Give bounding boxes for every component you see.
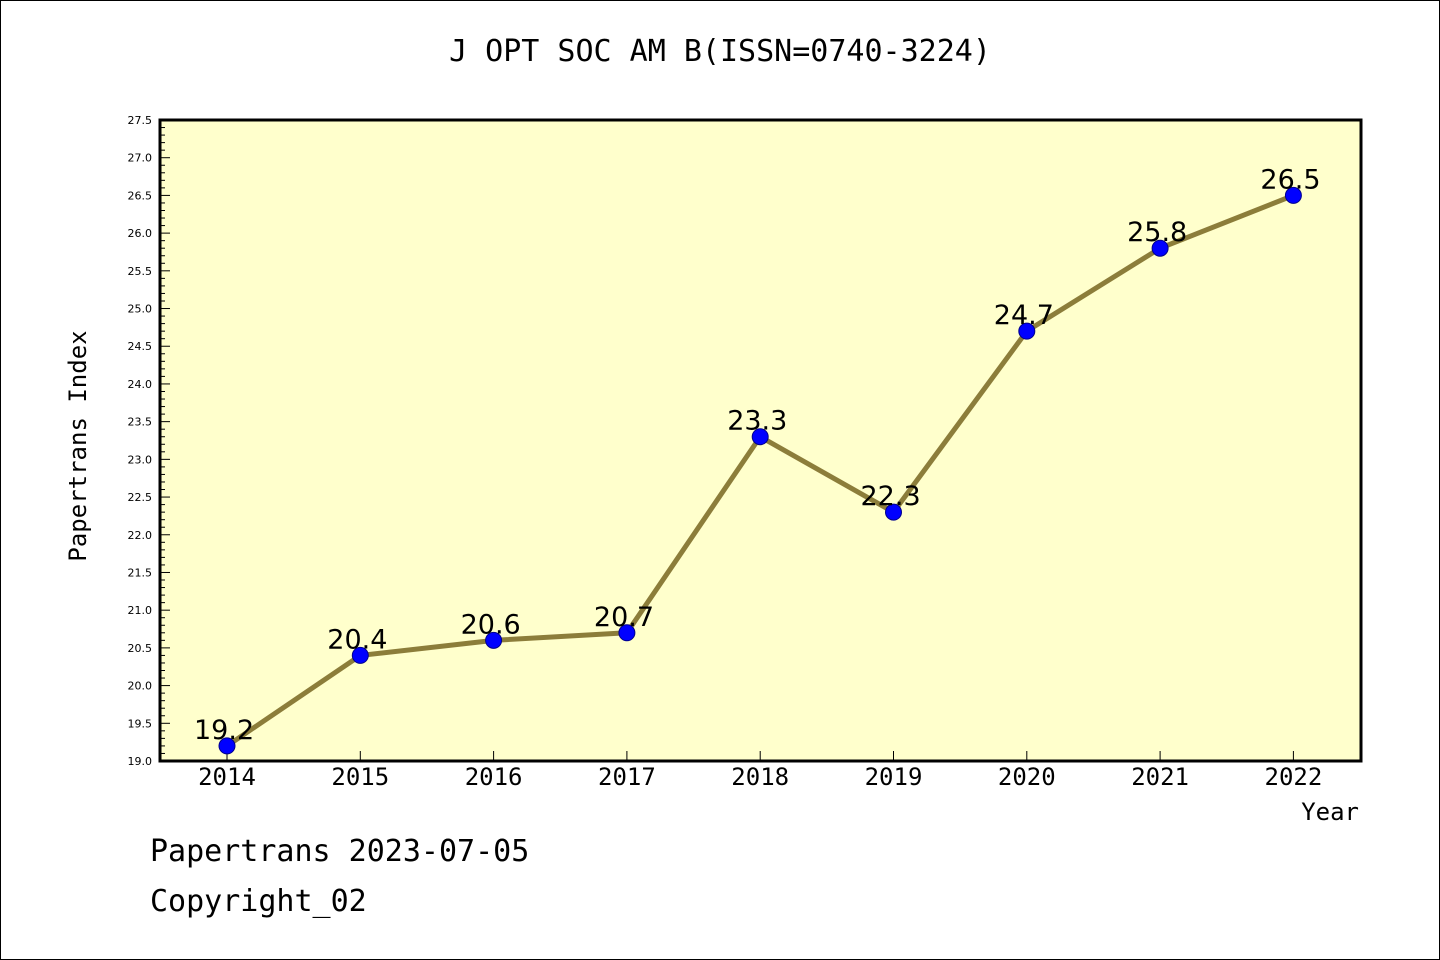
data-label: 23.3: [727, 406, 787, 437]
data-label: 19.2: [194, 715, 254, 746]
x-tick-label: 2019: [865, 763, 923, 791]
data-point: [218, 737, 236, 755]
y-tick-label: 26.5: [128, 189, 153, 202]
data-point: [1151, 239, 1169, 257]
data-labels: 19.2 20.4 20.6 20.7 23.3 22.3 24.7 25.8 26.5: [194, 164, 1321, 746]
data-point: [885, 503, 902, 521]
y-tick-label: 20.0: [128, 680, 153, 693]
y-tick-label: 24.0: [128, 378, 153, 391]
data-label: 24.7: [994, 300, 1054, 331]
data-label: 20.7: [594, 602, 654, 633]
data-point: [1284, 186, 1302, 204]
y-tick-label: 26.0: [128, 227, 153, 240]
x-tick-label: 2016: [465, 763, 523, 791]
series-markers: [218, 186, 1302, 755]
y-tick-label: 27.5: [128, 114, 153, 127]
data-point: [751, 428, 769, 446]
y-tick-label: 25.5: [128, 265, 153, 278]
y-tick-label: 24.5: [128, 340, 153, 353]
y-tick-label: 20.5: [128, 642, 153, 655]
data-point: [485, 631, 503, 649]
x-tick-label: 2017: [598, 763, 656, 791]
x-tick-label: 2015: [331, 763, 389, 791]
y-tick-label: 21.5: [128, 566, 153, 579]
footer-date: Papertrans 2023-07-05: [150, 834, 530, 869]
plot-border: [158, 118, 1363, 763]
y-tick-label: 21.0: [128, 604, 153, 617]
footer-copyright: Copyright_02: [150, 884, 367, 919]
y-tick-label: 19.5: [128, 717, 153, 730]
data-label: 20.6: [461, 609, 521, 640]
data-label: 20.4: [327, 624, 387, 655]
data-label: 25.8: [1127, 217, 1187, 248]
x-axis: 2014 2015 2016 2017 2018 2019 2020 2021 2022: [198, 751, 1322, 791]
data-point: [1018, 322, 1036, 340]
y-axis-title: Papertrans Index: [64, 330, 92, 561]
data-point: [618, 624, 636, 642]
x-axis-title: Year: [1301, 798, 1359, 826]
x-tick-label: 2022: [1265, 763, 1323, 791]
data-label: 22.3: [861, 481, 921, 512]
chart-title: J OPT SOC AM B(ISSN=0740-3224): [449, 34, 991, 69]
y-tick-label: 22.0: [128, 529, 153, 542]
x-tick-label: 2020: [998, 763, 1056, 791]
y-tick-label: 25.0: [128, 303, 153, 316]
y-tick-label: 22.5: [128, 491, 153, 504]
data-point: [351, 646, 369, 664]
y-tick-label: 23.5: [128, 416, 153, 429]
y-axis: 19.0 19.5 20.0 20.5 21.0 21.5 22.0 22.5 23.0 23.5…: [128, 114, 170, 768]
x-tick-label: 2021: [1131, 763, 1189, 791]
y-tick-label: 19.0: [128, 755, 153, 768]
y-tick-label: 27.0: [128, 152, 153, 165]
y-tick-label: 23.0: [128, 453, 153, 466]
data-label: 26.5: [1260, 164, 1320, 195]
x-tick-label: 2018: [731, 763, 789, 791]
x-tick-label: 2014: [198, 763, 256, 791]
